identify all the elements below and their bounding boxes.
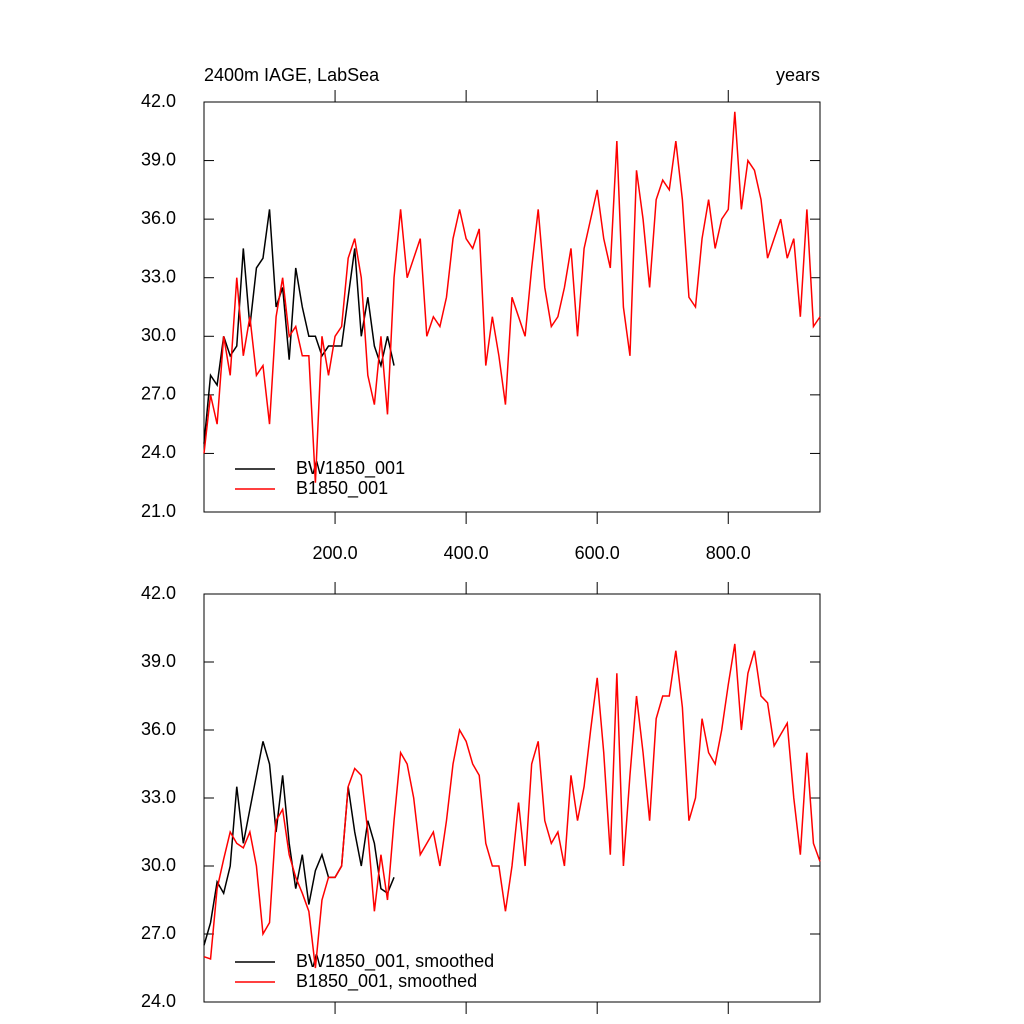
y-tick-label: 33.0: [141, 787, 176, 807]
y-tick-label: 39.0: [141, 149, 176, 169]
plot-frame: [203, 101, 821, 513]
series-line: [203, 209, 395, 444]
x-tick-label: 200.0: [313, 543, 358, 563]
y-tick-label: 42.0: [141, 583, 176, 603]
legend-label: B1850_001: [296, 478, 388, 499]
series-line: [203, 741, 395, 946]
y-tick-label: 36.0: [141, 719, 176, 739]
y-tick-label: 36.0: [141, 208, 176, 228]
legend-label: BW1850_001: [296, 458, 405, 479]
y-tick-label: 30.0: [141, 855, 176, 875]
y-tick-label: 33.0: [141, 266, 176, 286]
plot-frame: [203, 593, 821, 1003]
chart-title: 2400m IAGE, LabSea: [204, 65, 380, 85]
y-tick-label: 42.0: [141, 91, 176, 111]
y-tick-label: 24.0: [141, 991, 176, 1011]
series-line: [203, 111, 821, 483]
x-tick-label: 600.0: [575, 543, 620, 563]
y-tick-label: 39.0: [141, 651, 176, 671]
units-label: years: [776, 65, 820, 85]
y-tick-label: 30.0: [141, 325, 176, 345]
legend-label: BW1850_001, smoothed: [296, 951, 494, 972]
y-tick-label: 21.0: [141, 501, 176, 521]
y-tick-label: 24.0: [141, 442, 176, 462]
legend-label: B1850_001, smoothed: [296, 971, 477, 992]
x-tick-label: 400.0: [444, 543, 489, 563]
x-tick-label: 800.0: [706, 543, 751, 563]
y-tick-label: 27.0: [141, 384, 176, 404]
series-line: [203, 643, 821, 969]
y-tick-label: 27.0: [141, 923, 176, 943]
